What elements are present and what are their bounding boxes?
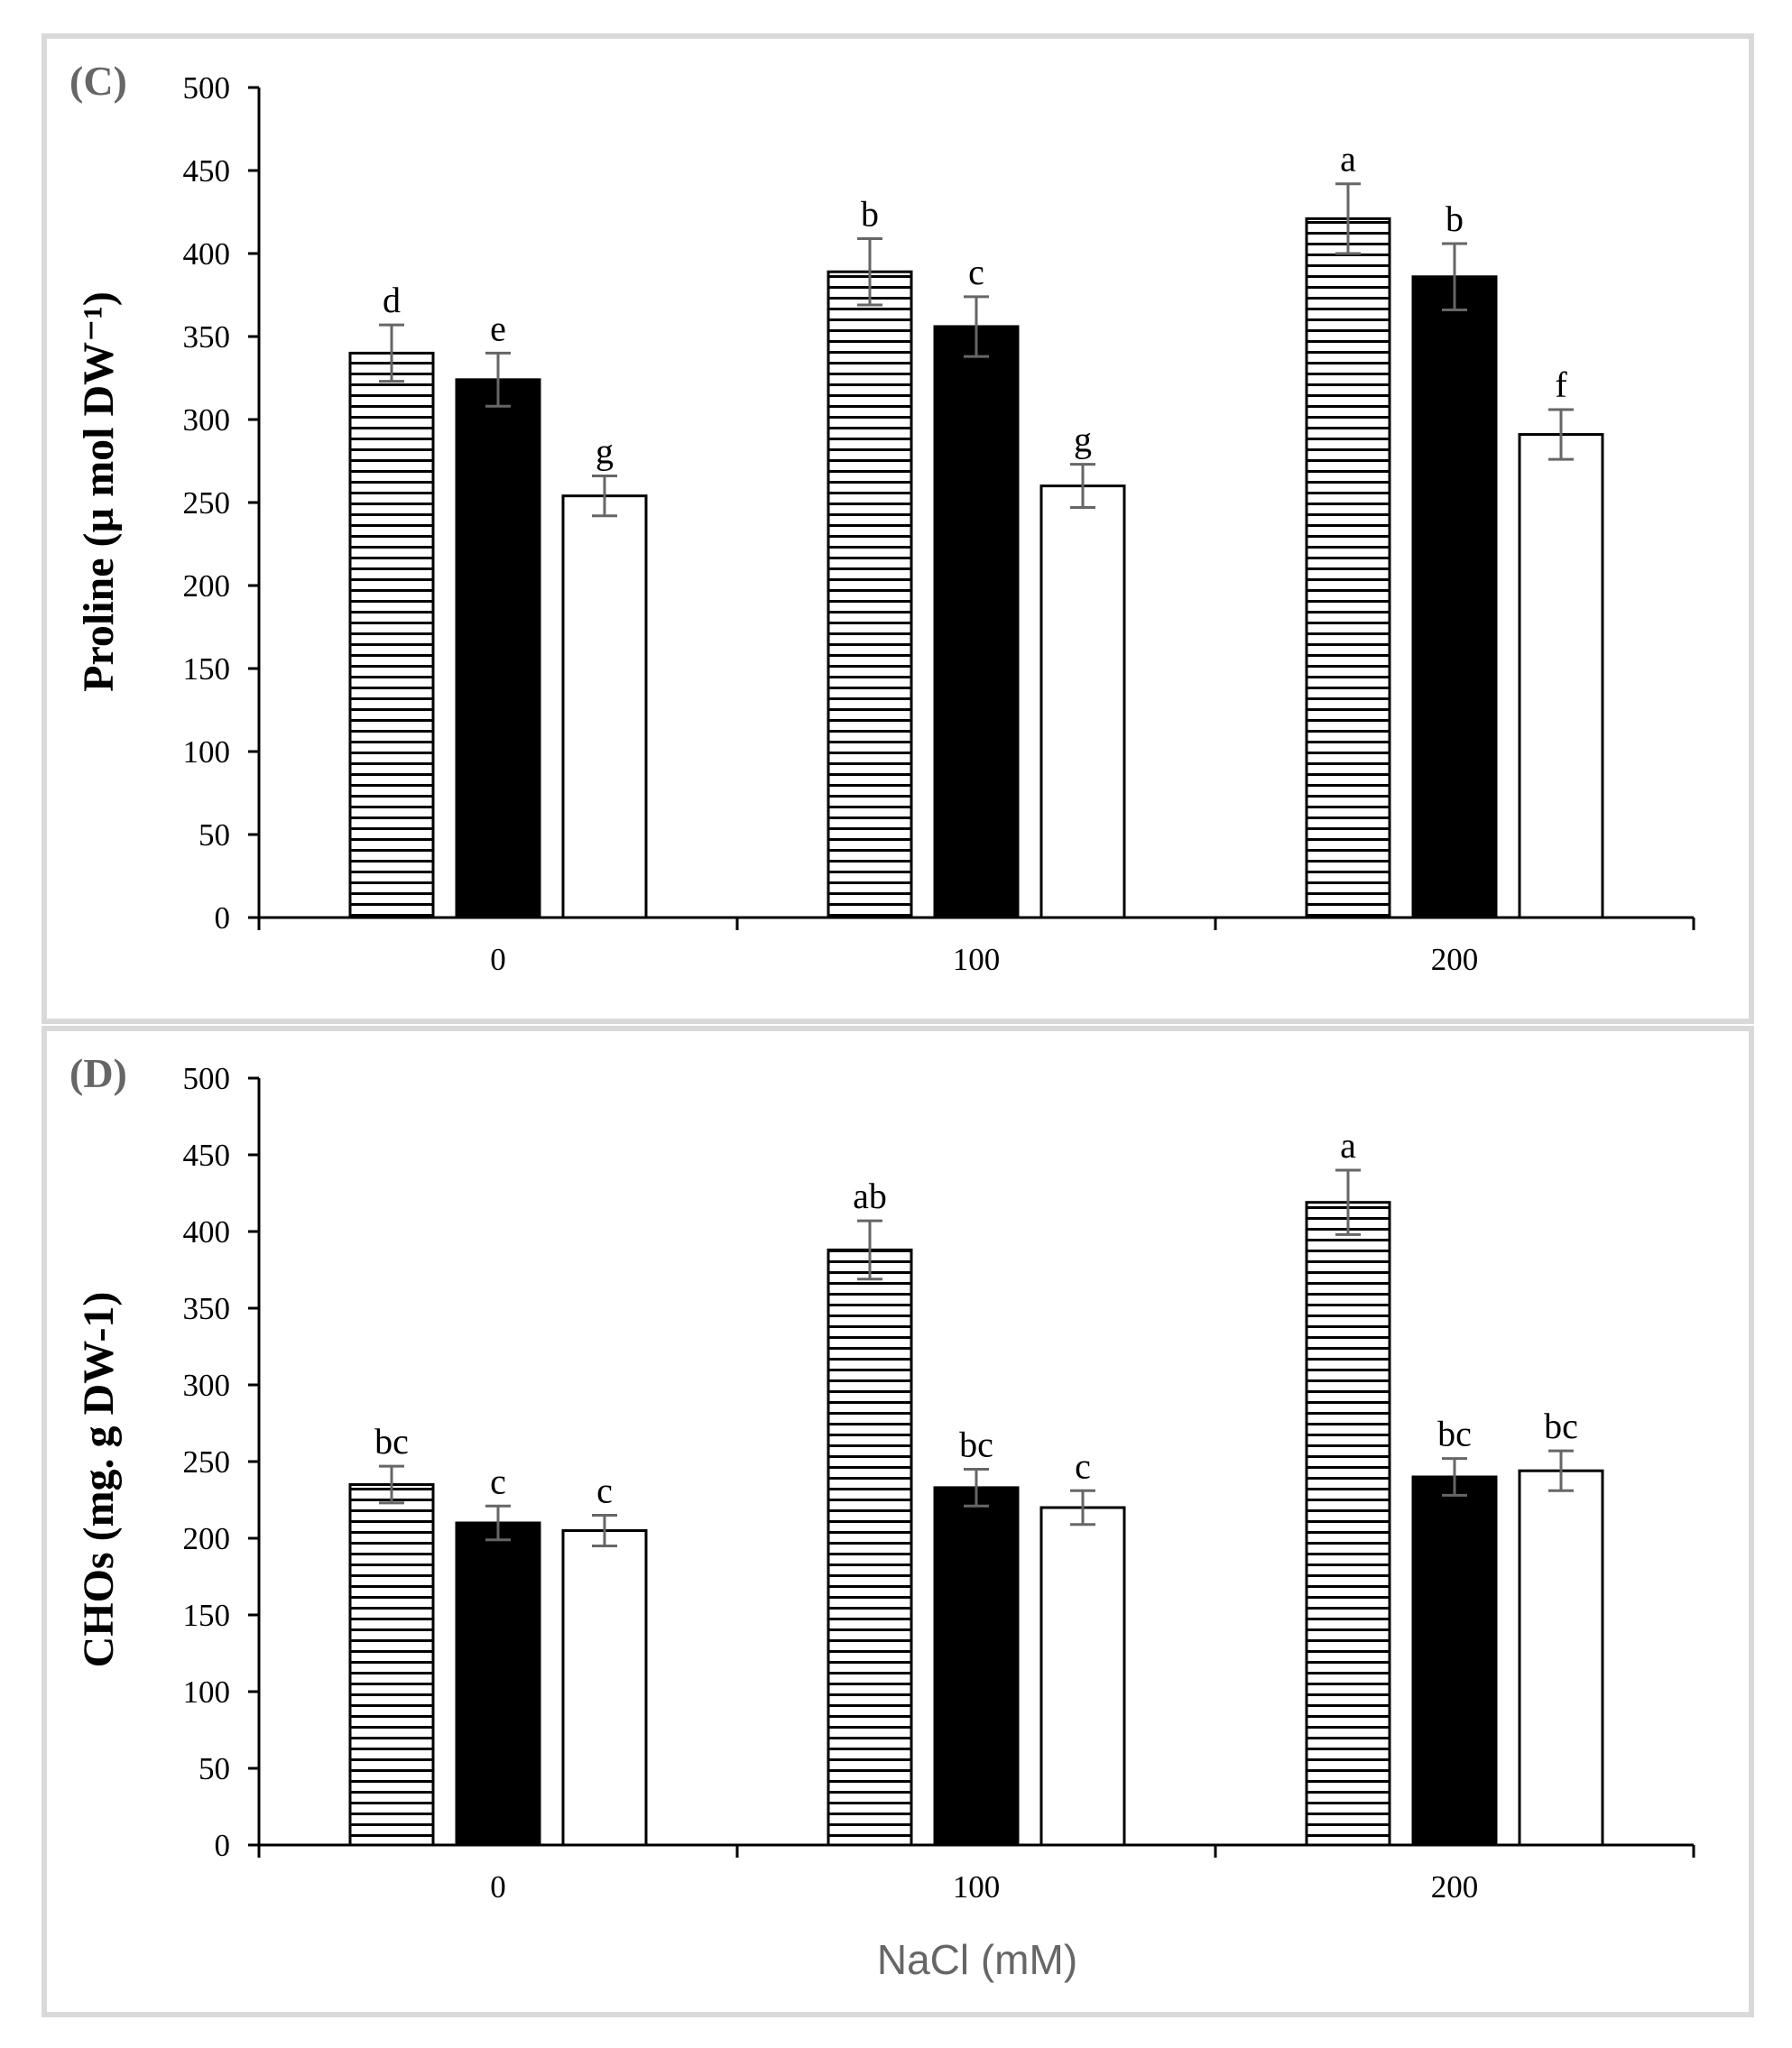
panel-c-x-tick-labels: 0 100 200	[490, 942, 1478, 977]
panel-d-x-tick-labels: 0 100 200	[490, 1869, 1478, 1905]
panel-d-y-tick-label: 0	[215, 1828, 231, 1863]
panel-d-x-ticks	[257, 1845, 1695, 1858]
panel-c-significance-label: a	[1340, 139, 1356, 180]
panel-d-y-tick-label: 250	[183, 1444, 231, 1480]
panel-c-bar	[1411, 275, 1498, 919]
panel-d-significance-label: bc	[1544, 1406, 1578, 1446]
panel-d-bar	[1305, 1201, 1391, 1847]
panel-c-significance-label: b	[1446, 198, 1464, 239]
panel-d-significance-label: bc	[959, 1425, 993, 1465]
panel-c-y-tick-label: 400	[183, 236, 231, 272]
panel-d-significance-label: a	[1340, 1125, 1356, 1166]
panel-d-y-axis-label: CHOs (mg. g DW-1)	[75, 1292, 123, 1668]
panel-d-bar	[1411, 1475, 1498, 1847]
panel-c-y-tick-label: 250	[183, 485, 231, 521]
panel-c-x-ticks	[257, 918, 1695, 930]
panel-d-y-tick-label: 200	[183, 1521, 231, 1556]
panel-c-frame	[42, 33, 1754, 1024]
panel-c-x-tick-label: 100	[953, 942, 1001, 977]
panel-c-significance-label: c	[968, 252, 984, 292]
panel-d-x-tick-label: 200	[1431, 1869, 1479, 1905]
panel-d-y-ticks: 0 50 100 150 200 250 300 350 400 450 500	[183, 1061, 259, 1863]
panel-d-significance-label: c	[1075, 1445, 1091, 1486]
panel-c-significance-label: g	[596, 431, 614, 472]
panel-d-significance-label: ab	[853, 1176, 887, 1216]
panel-d-significance-label: bc	[1437, 1414, 1472, 1454]
panel-d-y-tick-label: 300	[183, 1368, 231, 1403]
panel-d-x-tick-label: 100	[953, 1869, 1001, 1905]
panel-c-y-tick-label: 200	[183, 568, 231, 604]
panel-d-bar	[455, 1521, 541, 1847]
panel-c-tag: (C)	[69, 58, 127, 104]
panel-d-bar	[561, 1529, 648, 1847]
panel-c-y-axis-label: Proline (µ mol DW⁻¹)	[75, 291, 123, 692]
panel-c-significance-label: b	[861, 193, 879, 234]
panel-c-x-tick-label: 200	[1431, 942, 1479, 977]
panel-c-error-bars	[379, 182, 1574, 518]
panel-c-bar	[1305, 217, 1391, 919]
panel-d-x-axis-label: NaCl (mM)	[877, 1936, 1077, 1983]
panel-d-error-bars	[379, 1168, 1574, 1547]
panel-c-significance-label: e	[490, 308, 506, 348]
panel-c-significance-labels: d b a e c b g g f	[383, 139, 1567, 472]
panel-d-y-tick-label: 500	[183, 1061, 231, 1096]
panel-c-y-tick-label: 500	[183, 70, 231, 106]
panel-c-y-ticks: 0 50 100 150 200 250 300 350 400 450 500	[183, 70, 259, 936]
panel-d-bar	[1039, 1506, 1126, 1847]
panel-c-bar	[348, 351, 435, 919]
panel-d-y-tick-label: 350	[183, 1291, 231, 1326]
panel-d-bar	[933, 1486, 1020, 1847]
panel-d-y-tick-label: 400	[183, 1214, 231, 1250]
panel-d-frame	[42, 1026, 1754, 2017]
panel-c-bar	[933, 325, 1020, 919]
panel-c-bar	[1039, 484, 1126, 919]
panel-d-y-tick-label: 450	[183, 1138, 231, 1173]
panel-d-bars	[348, 1201, 1604, 1847]
panel-c-y-tick-label: 100	[183, 734, 231, 770]
panel-d-x-tick-label: 0	[490, 1869, 506, 1905]
panel-c-y-tick-label: 0	[215, 900, 231, 936]
panel-c-bar	[455, 378, 541, 919]
panel-d-significance-label: bc	[374, 1421, 409, 1462]
panel-c: (C) Proline (µ mol DW⁻¹) 0 50 100 150 200 250…	[42, 33, 1754, 1024]
panel-d-bar	[348, 1483, 435, 1847]
panel-c-x-tick-label: 0	[490, 942, 506, 977]
panel-d-tag: (D)	[69, 1050, 127, 1096]
panel-c-bar	[827, 270, 913, 919]
panel-c-significance-label: f	[1555, 364, 1567, 405]
panel-c-y-tick-label: 350	[183, 319, 231, 355]
panel-c-y-tick-label: 300	[183, 402, 231, 438]
panel-c-bar	[1518, 433, 1604, 919]
panel-d-y-tick-label: 100	[183, 1674, 231, 1710]
panel-c-bar	[561, 494, 648, 919]
panel-c-significance-label: g	[1074, 420, 1092, 460]
panel-d-y-tick-label: 150	[183, 1598, 231, 1633]
panel-d-significance-labels: bc ab a c bc bc c c bc	[374, 1125, 1578, 1511]
panel-c-significance-label: d	[383, 280, 401, 320]
panel-c-y-tick-label: 450	[183, 153, 231, 189]
panel-d-significance-label: c	[596, 1471, 613, 1511]
panel-d-bar	[827, 1248, 913, 1847]
panel-c-y-tick-label: 150	[183, 651, 231, 687]
panel-d-significance-label: c	[490, 1461, 506, 1501]
panel-d: (D) CHOs (mg. g DW-1) 0 50 100 150 200 250 300…	[42, 1026, 1754, 2017]
panel-c-y-tick-label: 50	[199, 817, 230, 853]
panel-d-y-tick-label: 50	[199, 1751, 230, 1786]
panel-d-bar	[1518, 1469, 1604, 1847]
